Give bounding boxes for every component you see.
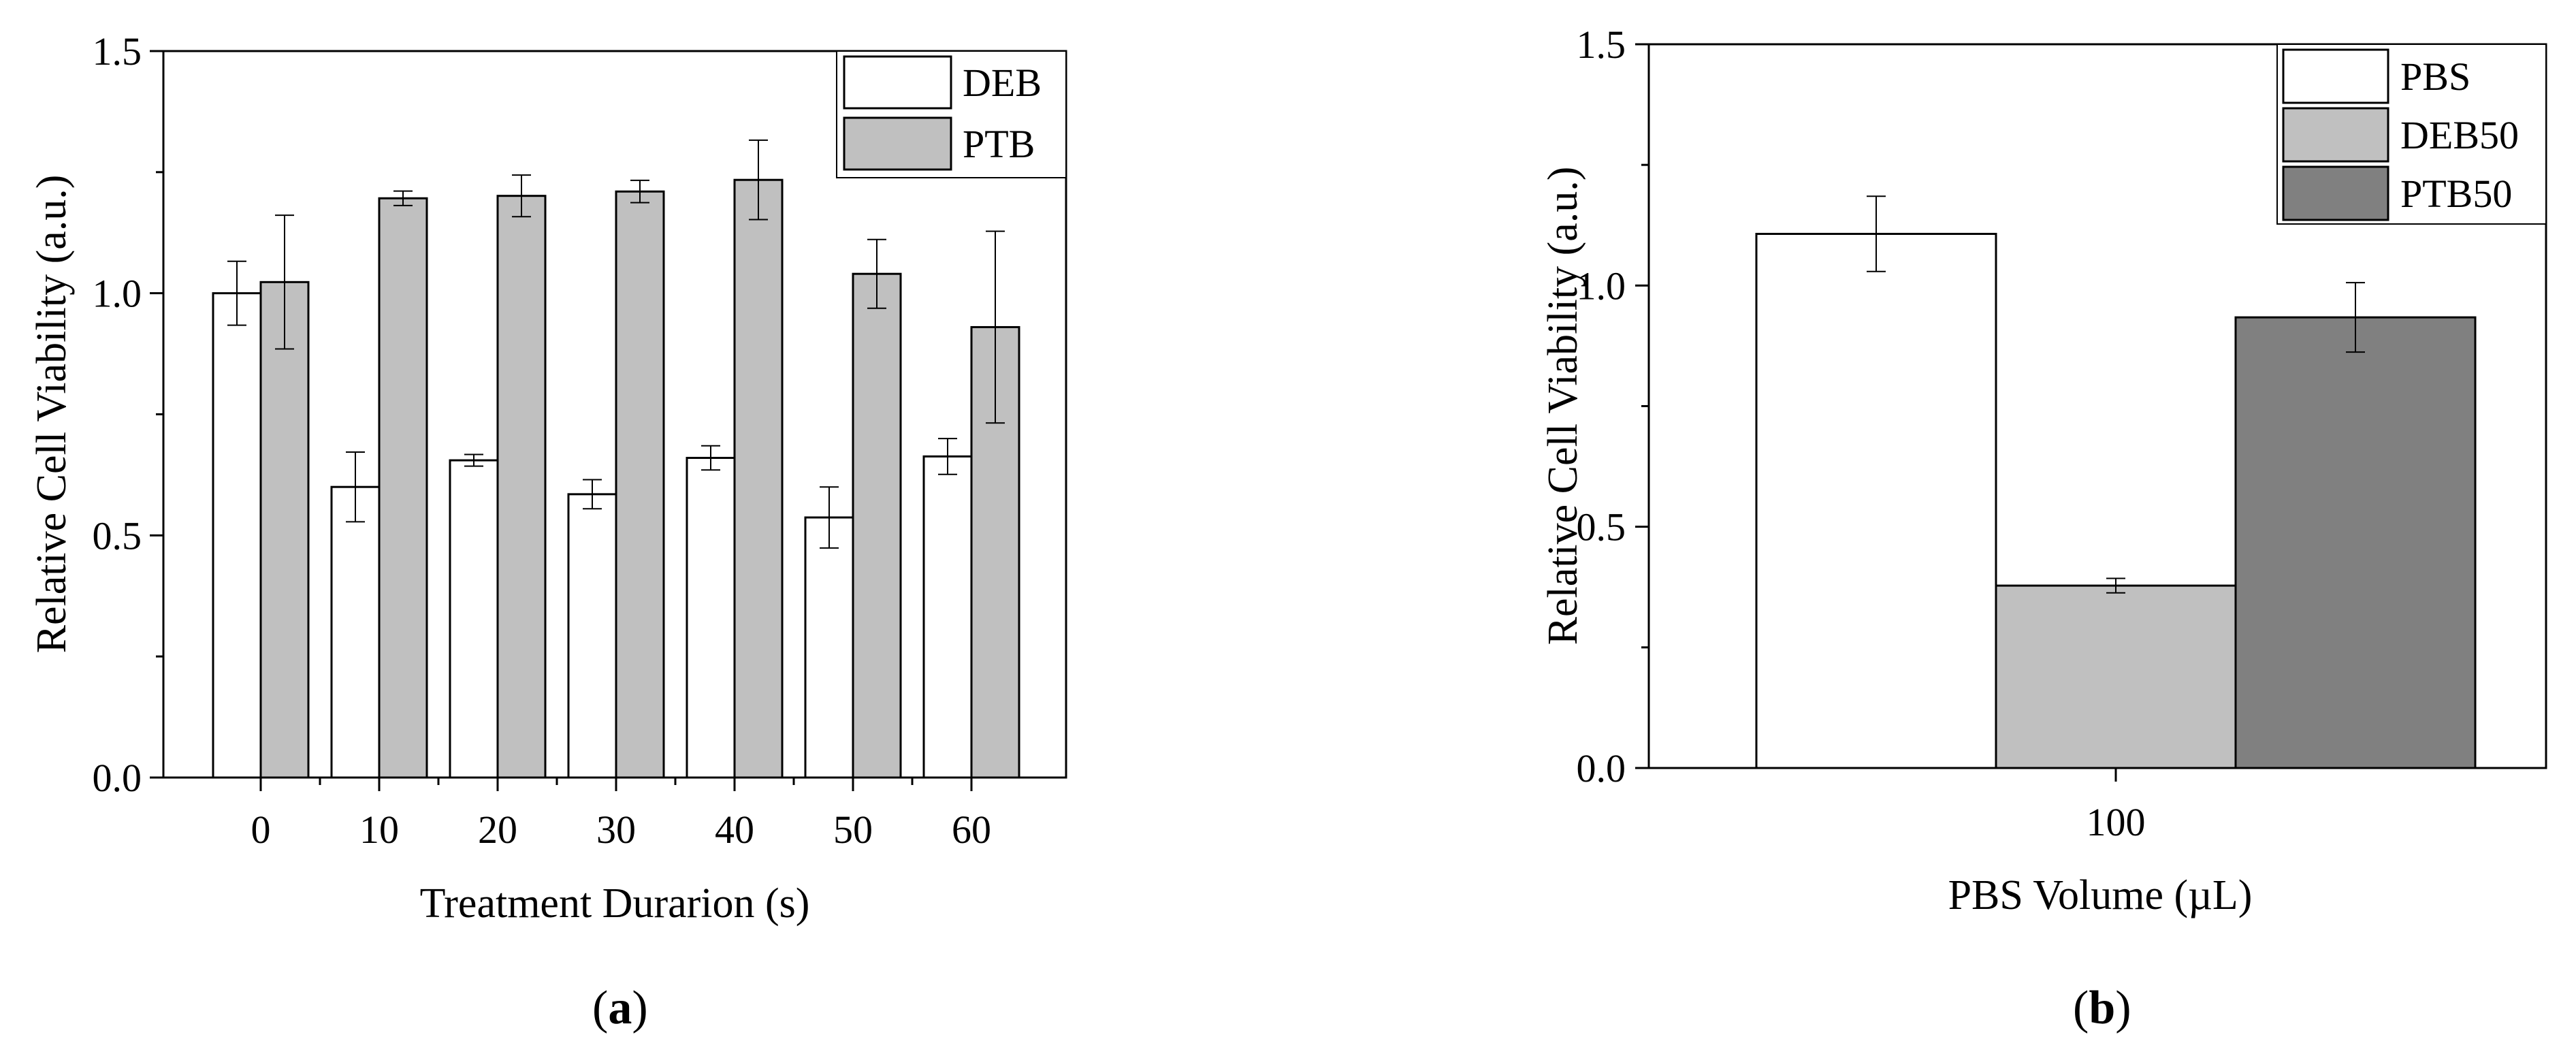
legend-label-ptb50: PTB50 bbox=[2400, 172, 2512, 216]
x-tick-label: 60 bbox=[952, 807, 991, 852]
y-axis-label: Relative Cell Viability (a.u.) bbox=[1540, 167, 1586, 645]
y-tick-label: 0.5 bbox=[1577, 505, 1626, 549]
panel-letter: a bbox=[608, 982, 632, 1034]
legend-swatch-deb50 bbox=[2282, 107, 2389, 163]
bar-deb-0 bbox=[212, 292, 262, 779]
legend-swatch-ptb50 bbox=[2282, 165, 2389, 221]
y-tick-label: 1.5 bbox=[93, 29, 142, 74]
panel-letter: b bbox=[2089, 982, 2115, 1034]
y-tick-label: 1.5 bbox=[1577, 22, 1626, 67]
chart-panel-a: 0.0 0.5 1.0 1.5 0 10 20 30 40 50 60 DEB PTB Treatment… bbox=[29, 29, 1067, 1034]
bar-ptb-30 bbox=[615, 190, 665, 779]
bar-deb50-100 bbox=[1995, 584, 2237, 769]
x-tick-label: 0 bbox=[251, 807, 271, 852]
x-tick-label: 10 bbox=[359, 807, 399, 852]
x-tick-label: 40 bbox=[715, 807, 754, 852]
legend-swatch-deb bbox=[843, 55, 952, 110]
x-tick-label: 50 bbox=[833, 807, 873, 852]
bar-pbs-100 bbox=[1755, 233, 1997, 769]
bar-deb-40 bbox=[686, 457, 736, 779]
legend-swatch-ptb bbox=[843, 116, 952, 171]
panel-label: (b) bbox=[2073, 982, 2131, 1034]
legend-label-pbs: PBS bbox=[2400, 54, 2470, 99]
panel-label: (a) bbox=[592, 982, 648, 1034]
x-tick-label: 100 bbox=[2087, 800, 2146, 844]
bar-deb-20 bbox=[449, 459, 499, 779]
bar-ptb-20 bbox=[496, 195, 547, 779]
legend: DEB PTB bbox=[836, 50, 1067, 178]
x-tick-label: 30 bbox=[596, 807, 636, 852]
bar-deb-10 bbox=[330, 485, 381, 779]
legend-label-ptb: PTB bbox=[963, 122, 1035, 166]
x-tick-label: 20 bbox=[478, 807, 517, 852]
legend-swatch-pbs bbox=[2282, 48, 2389, 104]
bar-ptb-10 bbox=[378, 197, 428, 779]
y-tick-label: 1.0 bbox=[1577, 263, 1626, 308]
bar-ptb-0 bbox=[259, 281, 310, 779]
bar-ptb-40 bbox=[733, 178, 784, 779]
y-axis-label: Relative Cell Viability (a.u.) bbox=[29, 175, 75, 654]
legend-label-deb: DEB bbox=[963, 61, 1042, 105]
x-axis-label: PBS Volume (µL) bbox=[1948, 872, 2253, 918]
y-tick-label: 0.0 bbox=[1577, 746, 1626, 790]
bar-deb-60 bbox=[922, 455, 973, 779]
legend-label-deb50: DEB50 bbox=[2400, 113, 2519, 157]
bar-deb-30 bbox=[567, 493, 617, 779]
y-tick-label: 0.5 bbox=[93, 513, 142, 558]
bar-ptb-50 bbox=[852, 272, 902, 779]
x-axis-label: Treatment Durarion (s) bbox=[420, 880, 810, 927]
y-tick-label: 1.0 bbox=[93, 272, 142, 316]
chart-panel-b: 0.0 0.5 1.0 1.5 100 PBS DEB50 PTB50 PBS Volume (… bbox=[1540, 22, 2547, 1034]
legend: PBS DEB50 PTB50 bbox=[2276, 44, 2547, 225]
y-tick-label: 0.0 bbox=[93, 756, 142, 800]
bar-ptb50-100 bbox=[2234, 316, 2477, 769]
bar-deb-50 bbox=[804, 516, 854, 779]
